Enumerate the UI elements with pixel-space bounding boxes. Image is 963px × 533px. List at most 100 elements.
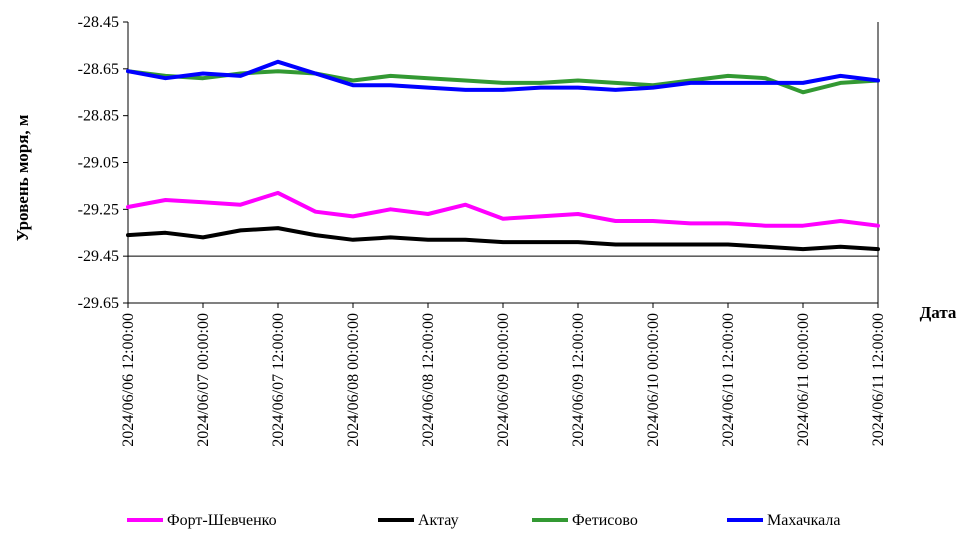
data-point <box>839 74 842 78</box>
legend-label: Фетисово <box>572 512 638 529</box>
y-tick-label: -28.65 <box>78 61 119 78</box>
legend-label: Махачкала <box>767 512 840 529</box>
data-point <box>276 226 280 230</box>
data-point <box>726 243 730 246</box>
data-point <box>764 245 767 249</box>
series-3 <box>126 59 880 92</box>
x-tick-label: 2024/06/10 12:00:00 <box>720 313 737 447</box>
legend-item: Фетисово <box>532 512 638 529</box>
data-point <box>389 74 392 78</box>
data-point <box>239 203 242 207</box>
data-point <box>876 247 880 251</box>
x-tick-label: 2024/06/06 12:00:00 <box>120 313 137 447</box>
data-point <box>164 76 167 80</box>
data-point <box>651 219 655 223</box>
data-point <box>614 88 617 92</box>
data-point <box>126 233 130 237</box>
data-point <box>839 245 842 249</box>
x-tick-label: 2024/06/08 00:00:00 <box>345 313 362 447</box>
data-point <box>801 90 805 94</box>
x-tick-label: 2024/06/11 00:00:00 <box>795 313 812 446</box>
data-point <box>276 60 280 64</box>
data-point <box>276 69 280 73</box>
data-point <box>239 228 242 232</box>
data-point <box>576 212 580 216</box>
data-point <box>726 74 730 78</box>
x-tick-label: 2024/06/11 12:00:00 <box>870 313 887 446</box>
data-point <box>501 81 505 85</box>
y-tick-label: -29.45 <box>78 248 119 265</box>
legend-item: Форт-Шевченко <box>127 512 277 529</box>
legend-item: Актау <box>378 512 459 529</box>
data-point <box>689 221 692 225</box>
data-point <box>876 224 880 228</box>
data-point <box>351 238 355 242</box>
data-point <box>726 81 730 85</box>
data-point <box>801 224 805 228</box>
data-point <box>539 240 542 244</box>
data-point <box>276 191 280 195</box>
data-point <box>464 238 467 242</box>
data-point <box>201 235 205 239</box>
data-point <box>164 231 167 235</box>
data-point <box>201 200 205 204</box>
data-point <box>351 214 355 218</box>
data-point <box>464 203 467 207</box>
legend: Форт-Шевченко Актау Фетисово Махачкала <box>127 512 840 529</box>
data-point <box>464 88 467 92</box>
y-tick-label: -28.45 <box>78 14 119 31</box>
y-tick-label: -29.25 <box>78 201 119 218</box>
x-tick-label: 2024/06/10 00:00:00 <box>645 313 662 447</box>
data-point <box>314 72 317 75</box>
data-point <box>164 198 167 202</box>
data-point <box>351 79 355 82</box>
data-point <box>314 210 317 214</box>
data-point <box>576 86 580 90</box>
data-point <box>239 74 242 78</box>
data-point <box>614 81 617 85</box>
series-1 <box>126 226 880 252</box>
data-point <box>314 233 317 237</box>
x-tick-label: 2024/06/09 12:00:00 <box>570 313 587 447</box>
data-point <box>689 81 692 85</box>
data-point <box>689 243 692 246</box>
legend-item: Махачкала <box>727 512 840 529</box>
data-point <box>464 79 467 82</box>
data-point <box>839 219 842 223</box>
data-point <box>539 86 542 90</box>
data-point <box>726 221 730 225</box>
x-tick-label: 2024/06/09 00:00:00 <box>495 313 512 447</box>
series-layer <box>126 59 880 252</box>
data-point <box>126 69 130 73</box>
data-point <box>389 83 392 87</box>
data-point <box>764 76 767 80</box>
data-point <box>614 219 617 223</box>
data-point <box>801 247 805 251</box>
series-0 <box>126 190 880 228</box>
data-point <box>614 243 617 246</box>
y-axis: -28.45 -28.65 -28.85 -29.05 -29.25 -29.45 -29.… <box>78 14 128 312</box>
data-point <box>201 76 205 80</box>
y-tick-label: -28.85 <box>78 108 119 125</box>
data-point <box>389 235 392 239</box>
data-point <box>351 83 355 87</box>
data-point <box>801 81 805 85</box>
data-point <box>201 72 205 75</box>
data-point <box>539 81 542 85</box>
data-point <box>651 86 655 90</box>
x-tick-label: 2024/06/07 12:00:00 <box>270 313 287 447</box>
x-axis-title: Дата <box>920 303 957 322</box>
data-point <box>426 238 430 242</box>
data-point <box>576 240 580 244</box>
data-point <box>426 212 430 216</box>
data-point <box>501 88 505 92</box>
y-axis-title: Уровень моря, м <box>13 114 32 241</box>
data-point <box>539 214 542 218</box>
data-point <box>426 76 430 80</box>
legend-label: Актау <box>418 512 459 529</box>
data-point <box>764 224 767 228</box>
legend-label: Форт-Шевченко <box>167 512 277 529</box>
x-axis: 2024/06/06 12:00:00 2024/06/07 00:00:00 20… <box>120 303 887 447</box>
data-point <box>389 207 392 211</box>
